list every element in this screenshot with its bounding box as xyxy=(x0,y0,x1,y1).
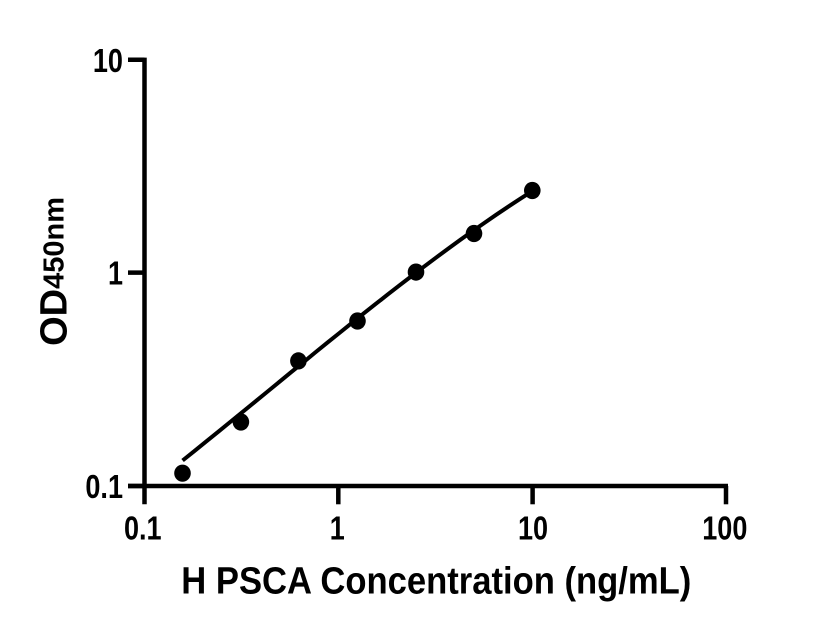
svg-text:H PSCA Concentration (ng/mL): H PSCA Concentration (ng/mL) xyxy=(181,560,691,602)
svg-text:0.1: 0.1 xyxy=(124,509,162,546)
svg-text:100: 100 xyxy=(702,509,747,546)
svg-text:1: 1 xyxy=(330,509,345,546)
svg-text:OD450nm: OD450nm xyxy=(34,197,76,346)
svg-text:10: 10 xyxy=(93,42,123,79)
svg-text:10: 10 xyxy=(518,509,548,546)
svg-text:1: 1 xyxy=(108,255,123,292)
svg-text:0.1: 0.1 xyxy=(85,468,123,505)
